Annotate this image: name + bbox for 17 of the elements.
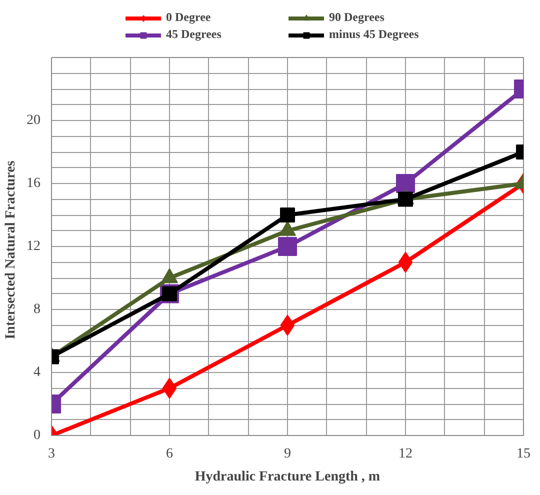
y-tick-label: 0 bbox=[34, 428, 40, 443]
y-tick-label: 12 bbox=[26, 239, 40, 254]
x-tick-label: 6 bbox=[166, 446, 173, 462]
y-tick-label: 16 bbox=[26, 176, 40, 191]
x-tick-label: 12 bbox=[398, 446, 412, 462]
legend-label: 45 Degrees bbox=[166, 27, 222, 42]
y-tick-label: 4 bbox=[34, 365, 40, 380]
y-tick-label: 20 bbox=[26, 113, 40, 128]
legend-label: 0 Degree bbox=[166, 10, 212, 25]
x-axis-title: Hydraulic Fracture Length , m bbox=[194, 470, 380, 484]
y-tick-label: 8 bbox=[34, 302, 40, 317]
legend-label: 90 Degrees bbox=[329, 10, 386, 25]
x-tick-label: 3 bbox=[48, 446, 55, 462]
y-axis-title: Intersected Natural Fractures bbox=[4, 160, 18, 340]
x-tick-label: 9 bbox=[284, 446, 291, 462]
legend-label: minus 45 Degrees bbox=[329, 27, 420, 42]
x-tick-label: 15 bbox=[516, 446, 530, 462]
